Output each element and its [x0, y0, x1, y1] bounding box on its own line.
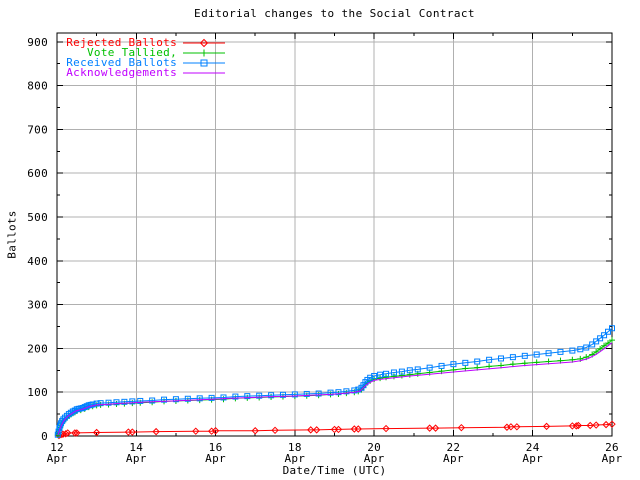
svg-text:20: 20 [367, 441, 381, 454]
svg-text:18: 18 [288, 441, 302, 454]
svg-text:100: 100 [27, 386, 48, 399]
svg-text:Apr: Apr [126, 452, 147, 465]
svg-text:400: 400 [27, 255, 48, 268]
diamond-marker-icon [199, 38, 209, 48]
svg-text:26: 26 [605, 441, 619, 454]
y-tick-labels: 0 100 200 300 400 500 600 700 800 900 [27, 36, 48, 443]
svg-text:500: 500 [27, 211, 48, 224]
legend-label-rejected-ballots: Rejected Ballots [66, 36, 177, 49]
svg-text:Apr: Apr [205, 452, 226, 465]
square-marker-icon [200, 59, 208, 67]
svg-text:600: 600 [27, 167, 48, 180]
svg-text:16: 16 [209, 441, 223, 454]
series-acknowledgements-line [57, 342, 613, 436]
legend-sample-acknowledgements [183, 72, 225, 74]
series-received-ballots-markers [54, 325, 615, 438]
svg-text:Apr: Apr [284, 452, 305, 465]
plot-border [56, 32, 613, 437]
legend: Rejected Ballots Vote Tallied, Received … [0, 36, 226, 79]
series-received-ballots-line [57, 327, 613, 435]
series-rejected-ballots-line [58, 423, 613, 437]
series-acknowledgements [57, 342, 613, 436]
legend-label-received-ballots: Received Ballots [66, 56, 177, 69]
svg-text:Apr: Apr [602, 452, 623, 465]
legend-sample-rejected-ballots [183, 38, 225, 48]
chart-title: Editorial changes to the Social Contract [194, 7, 475, 20]
series-vote-tallied-line [57, 339, 613, 436]
series-vote-tallied-markers [54, 337, 615, 439]
gridlines [57, 33, 612, 436]
svg-text:22: 22 [446, 441, 460, 454]
svg-text:0: 0 [41, 430, 48, 443]
svg-text:700: 700 [27, 123, 48, 136]
x-axis-label: Date/Time (UTC) [282, 464, 387, 477]
legend-item-vote-tallied: Vote Tallied, [0, 46, 226, 59]
svg-text:Apr: Apr [522, 452, 543, 465]
svg-text:14: 14 [129, 441, 143, 454]
series-rejected-ballots [55, 420, 616, 440]
svg-text:12: 12 [50, 441, 64, 454]
legend-label-acknowledgements: Acknowledgements [66, 66, 177, 79]
axis-ticks [56, 33, 613, 437]
series-rejected-ballots-markers [55, 420, 616, 440]
svg-text:900: 900 [27, 36, 48, 49]
legend-label-vote-tallied: Vote Tallied, [87, 46, 177, 59]
legend-item-received-ballots: Received Ballots [0, 56, 226, 69]
svg-text:Apr: Apr [443, 452, 464, 465]
legend-item-rejected-ballots: Rejected Ballots [0, 36, 226, 49]
svg-text:200: 200 [27, 342, 48, 355]
svg-text:Apr: Apr [47, 452, 68, 465]
svg-text:Apr: Apr [364, 452, 385, 465]
legend-item-acknowledgements: Acknowledgements [0, 66, 226, 79]
series-vote-tallied [54, 337, 615, 439]
legend-sample-received-ballots [183, 59, 225, 67]
svg-text:800: 800 [27, 80, 48, 93]
legend-sample-vote-tallied [183, 49, 225, 57]
svg-text:300: 300 [27, 299, 48, 312]
svg-text:24: 24 [526, 441, 540, 454]
series-received-ballots [54, 325, 615, 438]
